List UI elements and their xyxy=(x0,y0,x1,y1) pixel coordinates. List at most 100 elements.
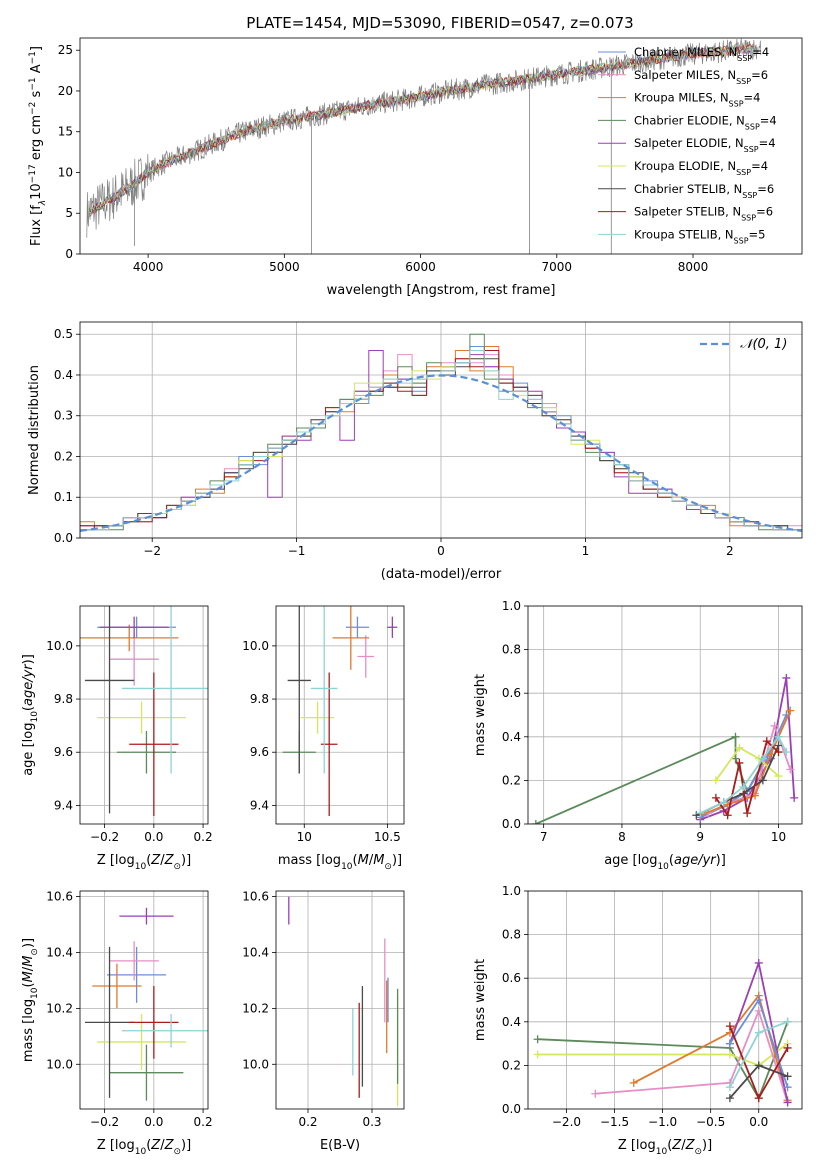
y-tick-label: 0.6 xyxy=(502,686,521,700)
plus-marker xyxy=(754,958,763,967)
plus-marker xyxy=(725,1050,734,1059)
legend-label-part: =4 xyxy=(752,45,769,59)
y-axis-label: mass weight xyxy=(473,959,488,1041)
y-axis-label: age [log10(age/yr)] xyxy=(21,654,40,776)
plus-marker xyxy=(731,732,740,741)
x-axis-label-part: Z xyxy=(671,1138,682,1153)
y-axis-label-part: λ xyxy=(38,200,48,206)
x-axis-label-part: Z [log xyxy=(97,853,135,868)
y-axis-label-part: )] xyxy=(21,654,36,664)
x-axis-label-part: ( xyxy=(669,853,674,868)
plus-marker xyxy=(774,772,783,781)
x-axis-label-part: 10 xyxy=(135,1147,147,1157)
plot-area xyxy=(86,38,762,254)
legend-label-part: =5 xyxy=(749,227,766,241)
y-tick-label: 10.6 xyxy=(46,890,73,904)
y-tick-label: 10.6 xyxy=(242,890,269,904)
plus-marker xyxy=(782,748,791,757)
x-axis-label-part: )] xyxy=(181,1138,191,1153)
legend-label-part: SSP xyxy=(736,168,751,177)
plus-marker xyxy=(739,782,748,791)
panel-age_vs_Z: −0.2 0.0 0.29.49.69.810.0Z [log10(Z/Z⊙)]ag… xyxy=(21,605,213,872)
axes-frame xyxy=(527,890,803,1110)
y-tick-label: 15 xyxy=(58,125,73,139)
y-tick-label: 10.2 xyxy=(46,1001,73,1015)
y-tick-label: 0.8 xyxy=(502,643,521,657)
plot-area xyxy=(80,606,208,824)
legend-label-part: =6 xyxy=(751,68,768,82)
y-tick-label: 0.0 xyxy=(502,817,521,831)
panel-mass_vs_EBV: 0.2 0.3 10.0 10.2 10.4 10.6 E(B-V) xyxy=(242,890,405,1153)
plus-marker xyxy=(725,1039,734,1048)
plus-marker xyxy=(770,721,779,730)
y-tick-label: 0.3 xyxy=(54,409,73,423)
legend-label: Salpeter MILES, NSSP=6 xyxy=(634,68,768,86)
y-tick-label: 0 xyxy=(65,247,73,261)
x-axis-label-part: ( xyxy=(353,853,358,868)
plus-marker xyxy=(735,743,744,752)
legend-label: Salpeter ELODIE, NSSP=4 xyxy=(634,136,776,154)
axes-frame xyxy=(527,605,803,825)
x-axis-label-part: age [log xyxy=(604,853,657,868)
plus-marker xyxy=(725,1094,734,1103)
plus-marker xyxy=(758,776,767,785)
plus-marker xyxy=(533,1035,542,1044)
x-axis-label-part: Z xyxy=(164,853,175,868)
x-tick-label: −2.0 xyxy=(552,1115,581,1129)
y-tick-label: 10.4 xyxy=(46,945,73,959)
legend-label-part: Kroupa STELIB, N xyxy=(634,227,734,241)
y-tick-label: 0.6 xyxy=(502,971,521,985)
x-axis-label-part: Z xyxy=(164,1138,175,1153)
legend-label-part: SSP xyxy=(741,213,756,222)
y-tick-label: 10.0 xyxy=(242,1057,269,1071)
y-axis-label-part: Flux [f xyxy=(29,205,44,246)
x-tick-label: −1.5 xyxy=(600,1115,629,1129)
y-tick-label: 9.8 xyxy=(54,692,73,706)
x-axis-label-part: )] xyxy=(392,853,402,868)
legend-label-part: =4 xyxy=(744,91,761,105)
x-tick-label: 5000 xyxy=(269,260,300,274)
plus-marker xyxy=(754,996,763,1004)
plus-marker xyxy=(754,1094,763,1103)
x-axis-label-part: ⊙ xyxy=(173,1147,181,1157)
legend-label-part: =4 xyxy=(760,113,777,127)
x-tick-label: −0.2 xyxy=(90,1115,119,1129)
y-axis-label-part: s xyxy=(29,90,44,101)
legend-label-part: Kroupa ELODIE, N xyxy=(634,159,736,173)
x-tick-label: 2 xyxy=(726,544,734,558)
y-axis-label-part: −2 xyxy=(28,102,38,115)
x-axis-label-part: / xyxy=(160,853,165,868)
y-axis-label-part: ] xyxy=(29,46,44,51)
x-axis-label-part: )] xyxy=(702,1138,712,1153)
plus-marker xyxy=(629,1078,638,1087)
legend-label-part: Chabrier STELIB, N xyxy=(634,182,742,196)
plus-marker xyxy=(533,1050,542,1059)
x-tick-label: 0.2 xyxy=(298,1115,317,1129)
x-axis-label-part: / xyxy=(681,1138,686,1153)
x-tick-label: 0.0 xyxy=(144,1115,163,1129)
legend-label-part: Kroupa MILES, N xyxy=(634,91,729,105)
y-tick-label: 20 xyxy=(58,84,73,98)
y-tick-label: 1.0 xyxy=(502,599,521,613)
x-tick-label: 4000 xyxy=(133,260,164,274)
plus-marker xyxy=(783,1098,792,1107)
y-axis-label-part: M xyxy=(21,971,36,982)
x-axis-label: Z [log10(Z/Z⊙)] xyxy=(97,853,191,872)
legend-label-part: Salpeter MILES, N xyxy=(634,68,736,82)
legend-label-part: =4 xyxy=(751,159,768,173)
legend-label-part: SSP xyxy=(737,54,752,63)
y-tick-label: 10.4 xyxy=(242,945,269,959)
x-axis-label-part: Z xyxy=(150,1138,161,1153)
y-tick-label: 0.4 xyxy=(502,730,521,744)
y-axis-label-part: ⊙ xyxy=(30,948,40,956)
x-axis-label-part: ⊙ xyxy=(173,862,181,872)
panel-mass_weight_vs_Z: −2.0 −1.5 −1.0 −0.5 0.0 0.0 0.2 0.4 0.6 0.8 1.0 Z [… xyxy=(473,884,803,1157)
legend-label-part: SSP xyxy=(744,145,759,154)
x-tick-label: 7 xyxy=(540,830,548,844)
x-axis-label-part: ( xyxy=(146,1138,151,1153)
x-axis-label: age [log10(age/yr)] xyxy=(604,853,726,872)
mass-weight-line-kroupa-stelib xyxy=(699,735,788,814)
legend-label: Salpeter STELIB, NSSP=6 xyxy=(634,205,773,223)
plus-marker xyxy=(786,706,795,715)
x-axis-label-part: mass [log xyxy=(278,853,341,868)
